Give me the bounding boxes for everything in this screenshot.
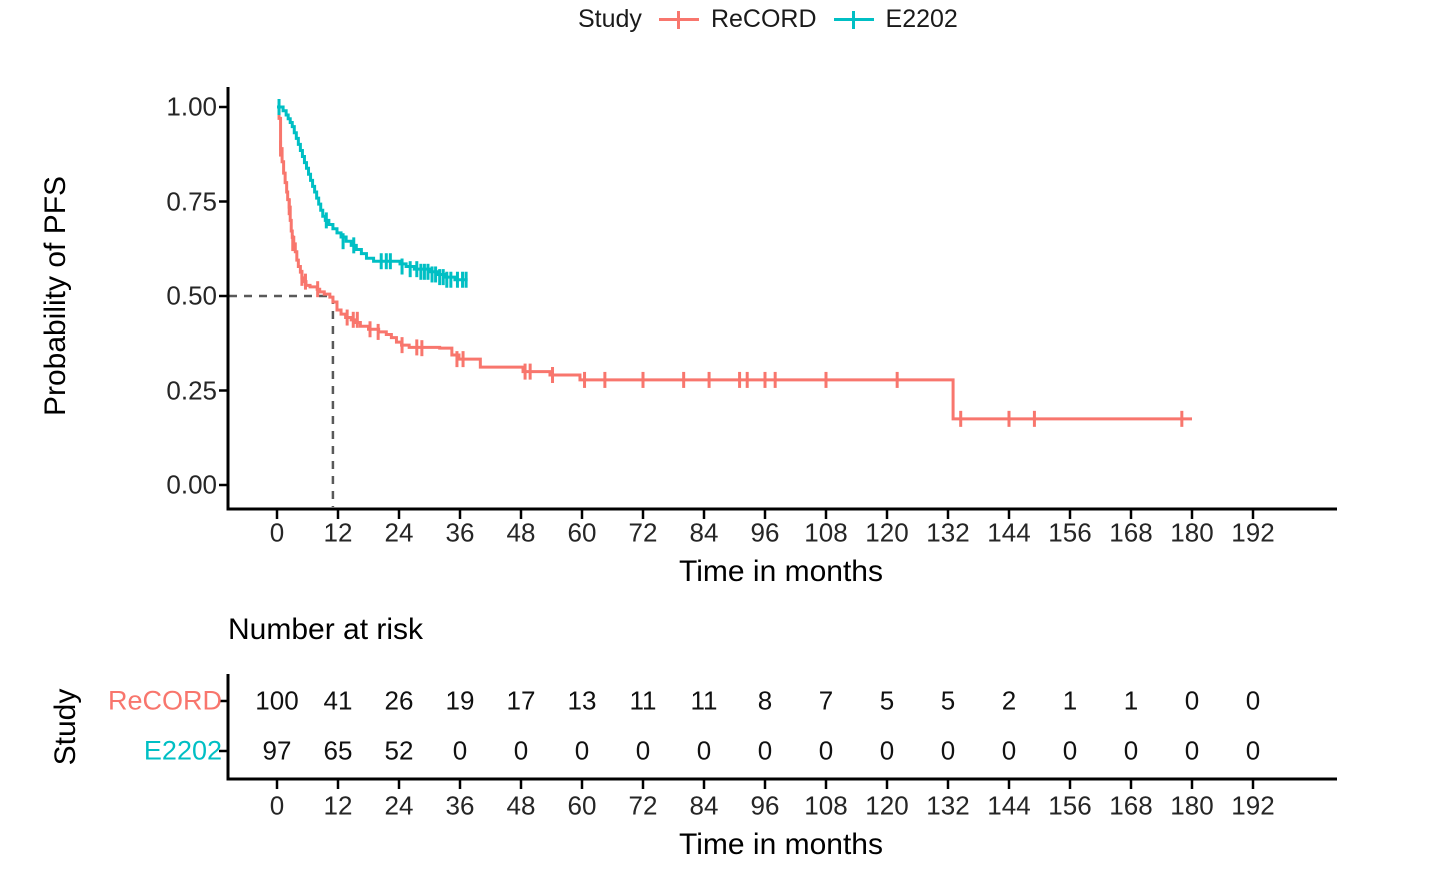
x-tick-label: 180 [1170, 517, 1214, 548]
legend-item-record: ReCORD [657, 5, 817, 34]
legend-item-e2202: E2202 [832, 5, 958, 34]
risk-value: 11 [629, 685, 657, 716]
risk-table-axis-label: Study [49, 688, 82, 766]
y-tick-label: 0.25 [166, 375, 217, 405]
x-tick-label: 96 [750, 517, 780, 548]
risk-value: 1 [1123, 685, 1139, 716]
risk-value: 8 [757, 685, 773, 716]
censor-marks-e2202 [277, 99, 468, 288]
risk-x-tick-label: 132 [926, 790, 970, 821]
x-tick-label: 48 [506, 517, 536, 548]
x-tick-label: 192 [1231, 517, 1275, 548]
risk-value: 0 [1245, 735, 1261, 766]
risk-x-tick-label: 12 [323, 790, 353, 821]
risk-x-tick-label: 144 [987, 790, 1031, 821]
risk-x-axis-title: Time in months [679, 828, 883, 861]
risk-value: 19 [445, 685, 475, 716]
y-tick-label: 1.00 [166, 91, 217, 122]
risk-value: 52 [384, 735, 414, 766]
risk-x-tick-label: 48 [506, 790, 536, 821]
risk-x-tick-label: 180 [1170, 790, 1214, 821]
risk-value: 0 [1062, 735, 1078, 766]
risk-value: 5 [879, 685, 895, 716]
legend-label-e2202: E2202 [885, 5, 958, 33]
risk-value: 0 [1001, 735, 1017, 766]
legend-title: Study [578, 5, 642, 33]
risk-value: 13 [567, 685, 597, 716]
risk-value: 0 [757, 735, 773, 766]
risk-value: 97 [262, 735, 292, 766]
risk-value: 26 [384, 685, 414, 716]
x-tick-label: 156 [1048, 517, 1092, 548]
x-tick-label: 84 [689, 517, 719, 548]
x-tick-label: 24 [384, 517, 414, 548]
risk-value: 41 [323, 685, 353, 716]
y-tick-label: 0.00 [166, 469, 217, 500]
x-tick-label: 60 [567, 517, 597, 548]
risk-value: 0 [1184, 735, 1200, 766]
risk-x-tick-label: 168 [1109, 790, 1153, 821]
x-tick-label: 144 [987, 517, 1031, 548]
legend: Study ReCORD E2202 [578, 5, 958, 34]
risk-value: 65 [323, 735, 353, 766]
risk-value: 11 [690, 685, 718, 716]
risk-value: 0 [513, 735, 529, 766]
risk-row-label-e2202: E2202 [143, 735, 222, 766]
legend-label-record: ReCORD [710, 5, 817, 33]
risk-value: 0 [879, 735, 895, 766]
risk-row-label-record: ReCORD [107, 685, 222, 716]
x-tick-label: 168 [1109, 517, 1153, 548]
legend-key-cross [852, 10, 856, 29]
risk-x-tick-label: 36 [445, 790, 475, 821]
risk-x-tick-label: 108 [804, 790, 848, 821]
record-censor-key-icon [657, 8, 701, 32]
risk-value: 17 [506, 685, 536, 716]
risk-value: 0 [635, 735, 651, 766]
y-axis-title: Probability of PFS [39, 175, 72, 417]
x-axis-title: Time in months [679, 555, 883, 588]
risk-value: 0 [940, 735, 956, 766]
legend-key-cross [677, 10, 681, 29]
risk-value: 0 [574, 735, 590, 766]
risk-value: 0 [1184, 685, 1200, 716]
x-tick-label: 132 [926, 517, 970, 548]
risk-x-tick-label: 60 [567, 790, 597, 821]
plot-axes [219, 87, 1337, 519]
x-tick-label: 120 [865, 517, 909, 548]
median-reference-lines [229, 294, 335, 507]
risk-x-tick-label: 120 [865, 790, 909, 821]
y-tick-label: 0.50 [166, 280, 217, 311]
censor-marks-record [279, 140, 1184, 427]
x-tick-label: 0 [269, 517, 285, 548]
risk-x-tick-label: 84 [689, 790, 719, 821]
x-tick-label: 72 [628, 517, 658, 548]
risk-x-tick-label: 192 [1231, 790, 1275, 821]
x-tick-label: 36 [445, 517, 475, 548]
risk-value: 0 [452, 735, 468, 766]
risk-value: 5 [940, 685, 956, 716]
e2202-censor-key-icon [832, 8, 876, 32]
risk-value: 7 [818, 685, 834, 716]
risk-table-axes [219, 674, 1337, 789]
x-tick-label: 108 [804, 517, 848, 548]
risk-x-tick-label: 156 [1048, 790, 1092, 821]
y-tick-label: 0.75 [166, 186, 217, 216]
x-tick-label: 12 [323, 517, 353, 548]
risk-table-title: Number at risk [228, 613, 424, 646]
risk-value: 1 [1062, 685, 1078, 716]
risk-value: 2 [1001, 685, 1017, 716]
risk-value: 0 [1245, 685, 1261, 716]
risk-x-tick-label: 24 [384, 790, 414, 821]
risk-value: 0 [696, 735, 712, 766]
risk-x-tick-label: 96 [750, 790, 780, 821]
risk-x-tick-label: 0 [269, 790, 285, 821]
risk-x-tick-label: 72 [628, 790, 658, 821]
risk-value: 0 [818, 735, 834, 766]
risk-value: 100 [255, 685, 299, 716]
risk-value: 0 [1123, 735, 1139, 766]
